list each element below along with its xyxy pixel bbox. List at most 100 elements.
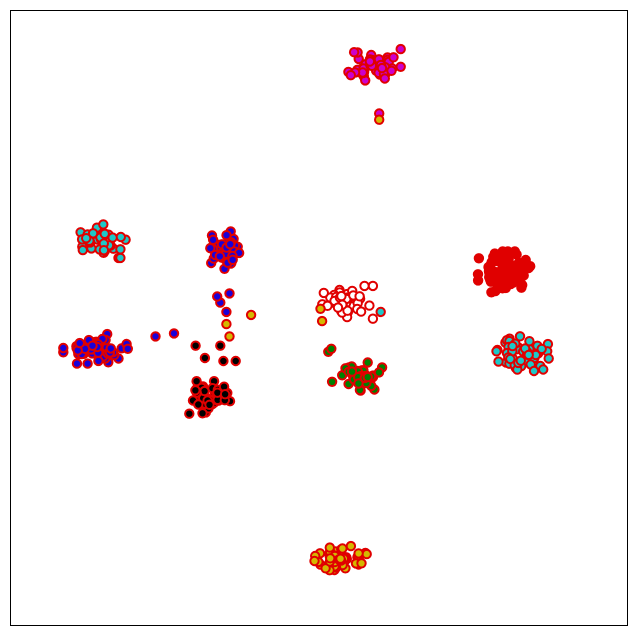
scatter-point xyxy=(98,245,110,256)
scatter-point xyxy=(395,43,406,55)
scatter-point xyxy=(150,331,161,342)
scatter-point xyxy=(218,355,229,367)
scatter-point xyxy=(93,355,104,367)
scatter-point xyxy=(484,267,495,278)
scatter-point xyxy=(364,300,375,311)
scatter-point xyxy=(332,302,344,313)
scatter-point xyxy=(190,385,201,396)
scatter-point xyxy=(354,291,365,302)
scatter-point xyxy=(227,254,238,265)
scatter-point xyxy=(82,358,93,369)
scatter-point xyxy=(326,376,338,387)
scatter-point xyxy=(505,353,516,365)
scatter-point xyxy=(514,331,526,342)
scatter-point xyxy=(495,270,506,281)
scatter-point xyxy=(379,73,390,84)
scatter-point xyxy=(219,389,231,400)
scatter-point xyxy=(115,244,126,255)
scatter-point xyxy=(309,555,320,567)
scatter-point xyxy=(473,253,485,264)
scatter-point xyxy=(491,346,502,357)
scatter-point xyxy=(493,356,504,367)
scatter-point xyxy=(536,343,547,355)
scatter-point xyxy=(105,343,117,354)
scatter-point xyxy=(193,399,204,410)
scatter-point xyxy=(212,291,223,302)
scatter-point xyxy=(230,355,241,367)
scatter-point xyxy=(99,228,110,240)
scatter-point xyxy=(388,52,399,63)
scatter-point xyxy=(215,340,226,351)
scatter-point xyxy=(199,352,211,364)
scatter-point xyxy=(353,378,364,389)
scatter-point xyxy=(224,288,235,299)
scatter-point xyxy=(318,287,329,299)
scatter-point xyxy=(373,367,385,378)
scatter-point xyxy=(362,357,373,368)
scatter-point xyxy=(184,408,195,419)
scatter-point xyxy=(316,315,328,327)
points-layer xyxy=(58,43,554,576)
scatter-point xyxy=(77,244,89,256)
scatter-point xyxy=(115,231,127,243)
scatter-point xyxy=(505,278,516,290)
scatter-point xyxy=(507,340,518,352)
scatter-point xyxy=(348,47,360,58)
scatter-point xyxy=(359,280,370,292)
scatter-point xyxy=(518,270,529,281)
scatter-point xyxy=(528,365,540,377)
scatter-point xyxy=(221,306,232,318)
scatter-point xyxy=(395,61,406,73)
scatter-point xyxy=(515,355,526,366)
scatter-point xyxy=(214,251,226,262)
scatter-point xyxy=(168,328,180,339)
scatter-point xyxy=(225,239,236,250)
scatter-point xyxy=(364,56,376,67)
scatter-point xyxy=(224,331,235,342)
scatter-point xyxy=(538,364,549,375)
scatter-point xyxy=(315,303,326,314)
scatter-point xyxy=(335,553,346,564)
scatter-point xyxy=(374,114,385,125)
scatter-point xyxy=(81,233,92,244)
scatter-point xyxy=(207,234,219,246)
scatter-point xyxy=(324,542,335,553)
scatter-point xyxy=(197,408,208,419)
scatter-point xyxy=(98,219,109,230)
scatter-point xyxy=(122,343,134,354)
scatter-point xyxy=(376,62,388,74)
scatter-point xyxy=(221,318,232,330)
scatter-point xyxy=(367,313,379,324)
scatter-point xyxy=(74,337,85,349)
scatter-point xyxy=(336,290,347,302)
scatter-point xyxy=(361,548,372,560)
scatter-point xyxy=(356,558,367,569)
scatter-point xyxy=(472,269,484,280)
scatter-point xyxy=(367,280,379,292)
scatter-point xyxy=(71,358,83,369)
scatter-point xyxy=(204,399,215,410)
scatter-point xyxy=(523,349,534,361)
scatter-point xyxy=(353,548,364,559)
scatter-point xyxy=(190,340,201,351)
scatter-point xyxy=(524,336,535,347)
scatter-point xyxy=(205,243,216,254)
scatter-point xyxy=(245,309,257,321)
scatter-point xyxy=(386,65,397,77)
scatter-point xyxy=(326,343,337,354)
scatter-point xyxy=(511,249,522,260)
scatter-point xyxy=(337,543,348,554)
scatter-point xyxy=(345,70,356,81)
scatter-point xyxy=(58,342,69,354)
scatter-point xyxy=(375,306,386,318)
scatter-point xyxy=(87,340,98,351)
scatter-point xyxy=(362,371,373,383)
scatter-point xyxy=(503,252,514,263)
scatter-point xyxy=(115,252,126,264)
scatter-point xyxy=(345,540,357,552)
scatter-point xyxy=(325,553,336,564)
scatter-point xyxy=(543,353,554,364)
scatter-point xyxy=(221,230,232,241)
